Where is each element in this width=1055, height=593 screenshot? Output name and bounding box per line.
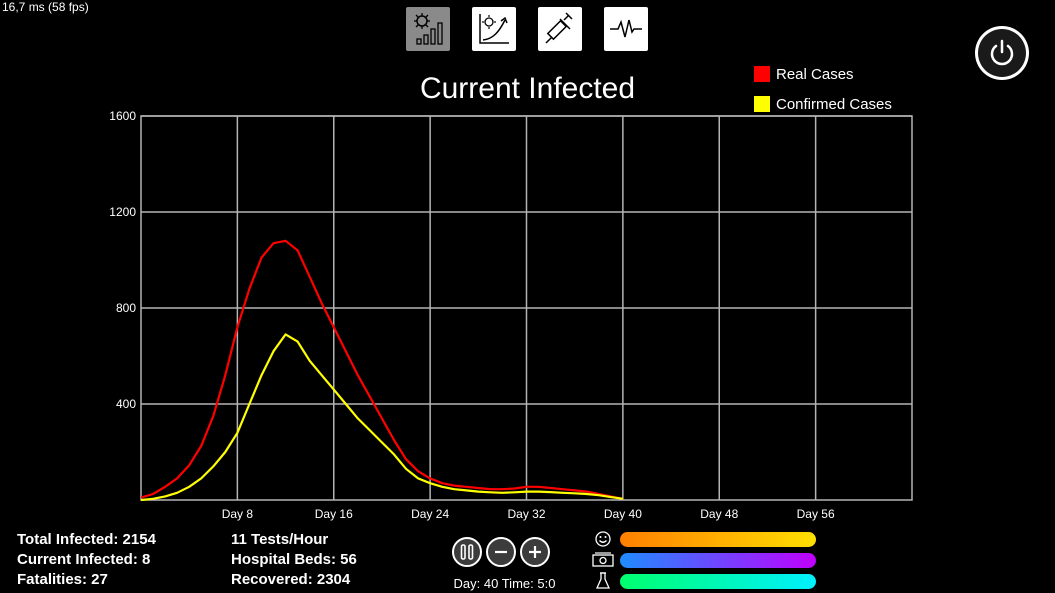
minus-icon bbox=[495, 550, 507, 554]
research-bar-row bbox=[592, 572, 816, 590]
virus-growth-chart-icon bbox=[479, 14, 509, 44]
happiness-bar bbox=[620, 531, 816, 547]
y-tick-label: 1600 bbox=[109, 109, 136, 123]
x-tick-label: Day 48 bbox=[700, 507, 738, 521]
y-tick-label: 400 bbox=[116, 397, 136, 411]
economy-bar-row bbox=[592, 551, 816, 569]
infection-growth-view-button[interactable] bbox=[472, 7, 516, 51]
fatalities-stat: Fatalities: 27 bbox=[17, 571, 108, 588]
smiley-icon bbox=[595, 531, 611, 547]
recovered-stat: Recovered: 2304 bbox=[231, 571, 351, 588]
syringe-icon bbox=[545, 12, 573, 44]
y-tick-label: 1200 bbox=[109, 205, 136, 219]
vitals-view-button[interactable] bbox=[604, 7, 648, 51]
legend-item-confirmed: Confirmed Cases bbox=[754, 89, 892, 119]
happiness-bar-row bbox=[592, 530, 816, 548]
flask-icon bbox=[595, 572, 611, 589]
chart-title: Current Infected bbox=[419, 72, 636, 105]
slower-button[interactable] bbox=[486, 537, 516, 567]
power-icon bbox=[990, 39, 1014, 66]
pause-button[interactable] bbox=[452, 537, 482, 567]
pause-icon bbox=[460, 544, 474, 560]
legend-item-real: Real Cases bbox=[754, 59, 892, 89]
legend-label-confirmed: Confirmed Cases bbox=[776, 95, 892, 113]
y-tick-label: 800 bbox=[116, 301, 136, 315]
series-line-confirmed-cases bbox=[140, 333, 624, 502]
view-toolbar bbox=[406, 7, 648, 51]
chart-legend: Real Cases Confirmed Cases bbox=[754, 59, 892, 119]
legend-swatch-real bbox=[754, 66, 770, 82]
x-tick-label: Day 24 bbox=[411, 507, 449, 521]
stats-column-right: 11 Tests/Hour Hospital Beds: 56 Recovere… bbox=[231, 530, 357, 590]
money-icon bbox=[592, 552, 614, 567]
economy-bar bbox=[620, 552, 816, 568]
stats-column-left: Total Infected: 2154 Current Infected: 8… bbox=[17, 530, 156, 590]
heartbeat-icon bbox=[610, 19, 642, 38]
series-line-real-cases bbox=[140, 239, 624, 500]
total-infected-stat: Total Infected: 2154 bbox=[17, 531, 156, 548]
legend-swatch-confirmed bbox=[754, 96, 770, 112]
power-button[interactable] bbox=[975, 26, 1029, 80]
legend-label-real: Real Cases bbox=[776, 65, 854, 83]
research-bar bbox=[620, 573, 816, 589]
frame-time-readout: 16,7 ms (58 fps) bbox=[2, 0, 89, 14]
x-tick-label: Day 56 bbox=[797, 507, 835, 521]
x-tick-label: Day 40 bbox=[604, 507, 642, 521]
tests-per-hour-stat: 11 Tests/Hour bbox=[231, 531, 329, 548]
current-infected-stat: Current Infected: 8 bbox=[17, 551, 151, 568]
vaccine-view-button[interactable] bbox=[538, 7, 582, 51]
plus-icon bbox=[529, 546, 541, 558]
x-tick-label: Day 16 bbox=[315, 507, 353, 521]
infection-chart: 400 800 1200 1600 Day 8 Day 16 Day 24 Day 32 Day… bbox=[109, 109, 913, 521]
faster-button[interactable] bbox=[520, 537, 550, 567]
sim-controls bbox=[452, 537, 550, 567]
x-tick-label: Day 32 bbox=[507, 507, 545, 521]
virus-bar-chart-icon bbox=[414, 13, 443, 45]
hospital-beds-stat: Hospital Beds: 56 bbox=[231, 551, 357, 568]
x-tick-label: Day 8 bbox=[222, 507, 254, 521]
day-time-readout: Day: 40 Time: 5:0 bbox=[453, 576, 556, 591]
infection-stats-view-button[interactable] bbox=[406, 7, 450, 51]
